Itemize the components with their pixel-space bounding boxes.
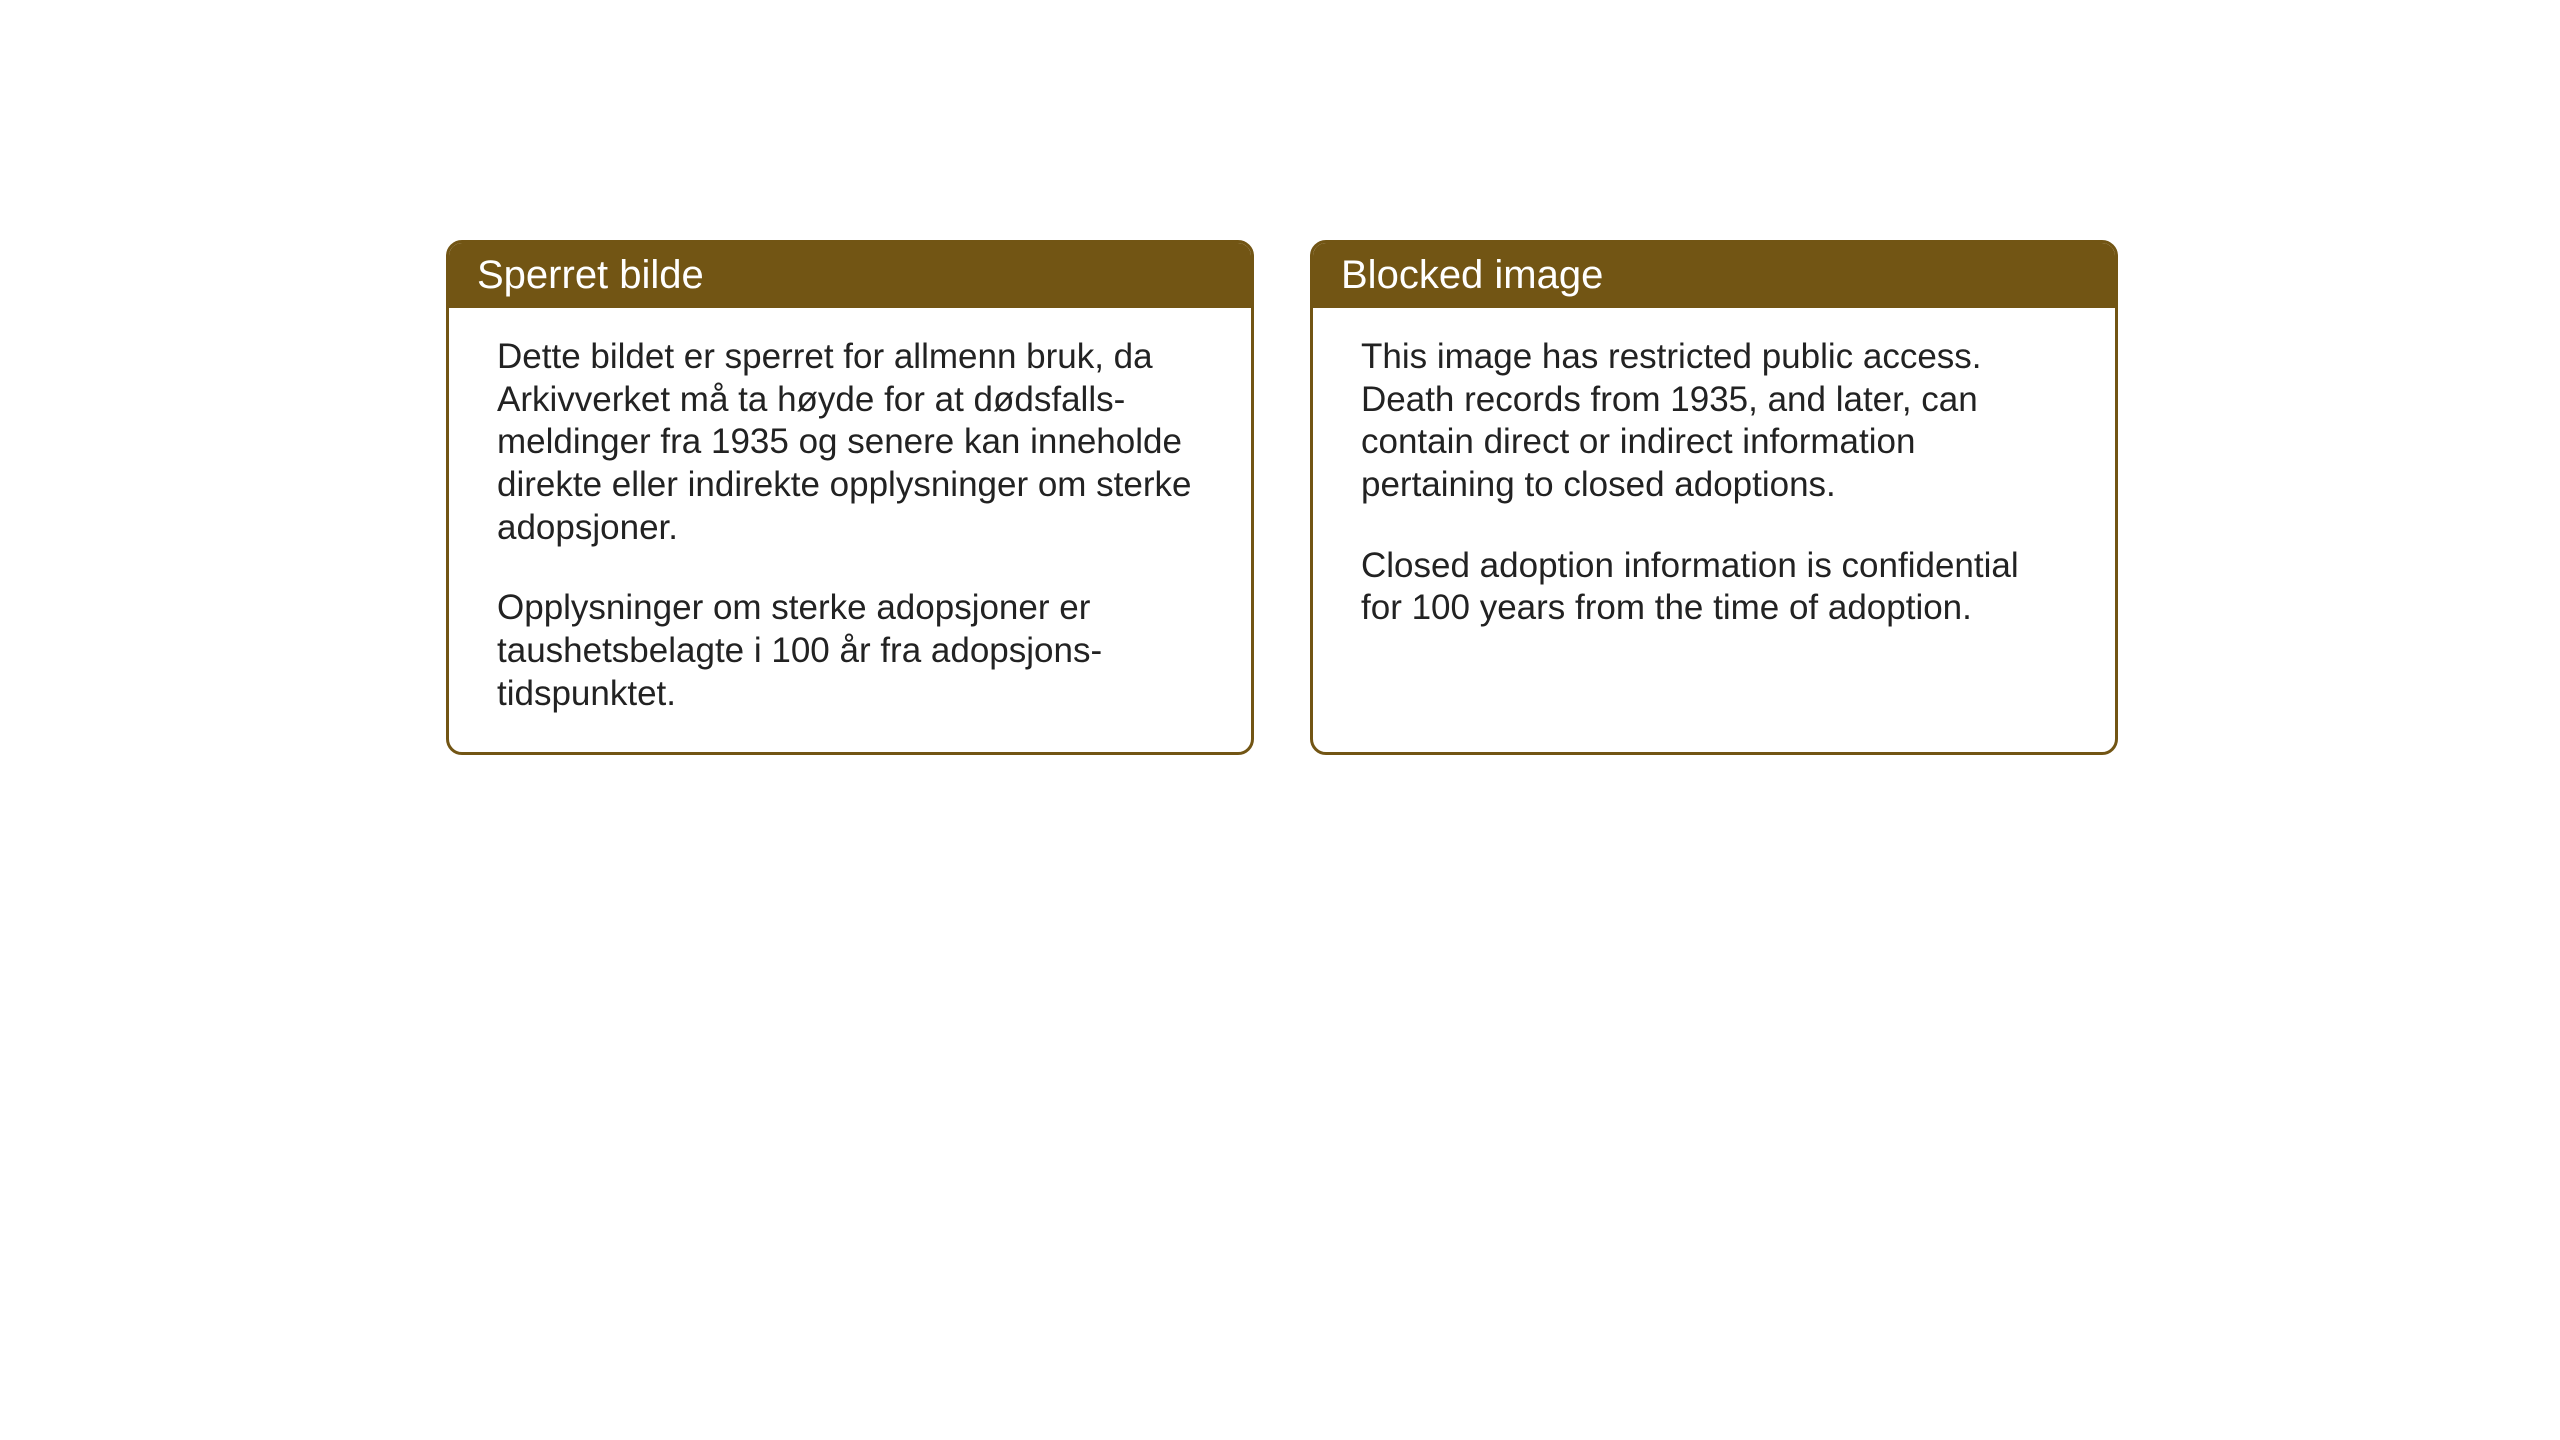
card-header-english: Blocked image (1313, 243, 2115, 308)
card-title-norwegian: Sperret bilde (477, 253, 704, 297)
card-title-english: Blocked image (1341, 253, 1603, 297)
card-paragraph-1-english: This image has restricted public access.… (1361, 336, 2067, 507)
card-paragraph-2-english: Closed adoption information is confident… (1361, 545, 2067, 630)
card-body-english: This image has restricted public access.… (1313, 308, 2115, 740)
notice-card-norwegian: Sperret bilde Dette bildet er sperret fo… (446, 240, 1254, 755)
card-header-norwegian: Sperret bilde (449, 243, 1251, 308)
card-paragraph-2-norwegian: Opplysninger om sterke adopsjoner er tau… (497, 587, 1203, 715)
notice-card-container: Sperret bilde Dette bildet er sperret fo… (446, 240, 2118, 755)
notice-card-english: Blocked image This image has restricted … (1310, 240, 2118, 755)
card-body-norwegian: Dette bildet er sperret for allmenn bruk… (449, 308, 1251, 752)
card-paragraph-1-norwegian: Dette bildet er sperret for allmenn bruk… (497, 336, 1203, 549)
